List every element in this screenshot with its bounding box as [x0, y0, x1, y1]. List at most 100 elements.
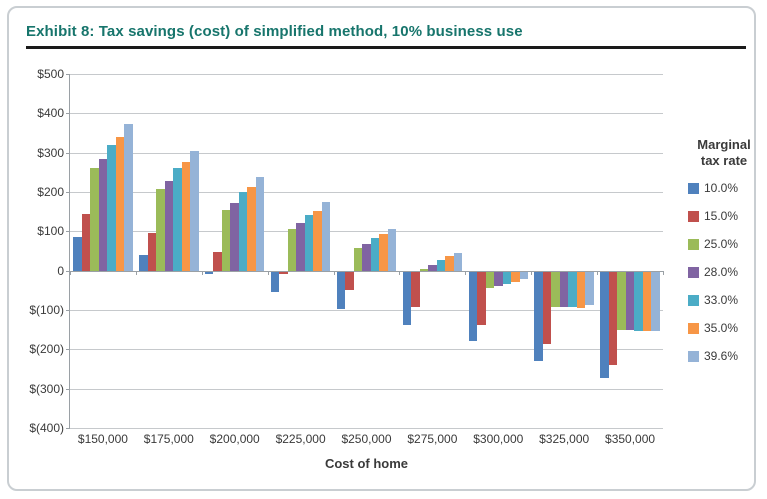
legend: Marginal tax rate 10.0% 15.0% 25.0% 28.0% 33… [688, 137, 760, 378]
bar-35.0%-$225,000 [313, 210, 322, 271]
gridline [70, 192, 663, 193]
y-axis-tick [66, 152, 70, 154]
y-tick-label: $300 [37, 145, 64, 160]
bar-39.6%-$200,000 [255, 177, 265, 271]
legend-label: 28.0% [704, 265, 739, 279]
x-axis-tick [597, 270, 599, 275]
bar-10.0%-$275,000 [402, 271, 412, 325]
bar-15.0%-$325,000 [542, 271, 552, 345]
bar-39.6%-$150,000 [124, 124, 133, 271]
y-tick-label: $500 [37, 67, 64, 81]
bar-28.0%-$350,000 [625, 271, 635, 330]
x-tick-label: $350,000 [605, 432, 656, 446]
y-tick-label: $(400) [29, 421, 64, 435]
y-axis-tick [66, 231, 70, 233]
bar-35.0%-$250,000 [379, 234, 388, 271]
bar-39.6%-$250,000 [387, 228, 397, 271]
x-tick-label: $300,000 [473, 432, 524, 446]
bar-39.6%-$175,000 [190, 150, 199, 271]
bar-28.0%-$300,000 [494, 271, 503, 287]
bar-39.6%-$325,000 [585, 271, 594, 306]
bar-28.0%-$275,000 [428, 264, 437, 271]
bar-35.0%-$275,000 [445, 255, 454, 271]
x-axis-tick [399, 270, 401, 275]
bar-28.0%-$150,000 [98, 159, 108, 271]
legend-item: 25.0% [688, 237, 760, 251]
gridline [70, 74, 663, 75]
y-tick-label: $200 [37, 185, 64, 199]
y-axis-line [69, 74, 70, 428]
exhibit-title: Exhibit 8: Tax savings (cost) of simplif… [26, 23, 523, 40]
bar-39.6%-$225,000 [321, 201, 331, 271]
legend-item: 35.0% [688, 321, 760, 335]
legend-label: 35.0% [704, 321, 739, 335]
bar-25.0%-$275,000 [419, 268, 429, 271]
x-tick-label: $225,000 [275, 432, 326, 446]
gridline [70, 310, 663, 311]
bar-35.0%-$150,000 [115, 136, 125, 271]
bar-10.0%-$350,000 [600, 271, 609, 378]
y-axis-tick [66, 192, 70, 193]
x-tick-label: $325,000 [539, 432, 590, 446]
gridline [70, 231, 663, 233]
gridline [70, 349, 663, 351]
bar-15.0%-$200,000 [213, 252, 222, 271]
bar-35.0%-$200,000 [247, 186, 256, 271]
x-tick-label: $200,000 [209, 432, 260, 446]
bar-25.0%-$150,000 [90, 168, 99, 271]
x-tick-label: $275,000 [407, 432, 458, 446]
legend-label: 39.6% [704, 349, 739, 363]
bar-10.0%-$150,000 [73, 237, 82, 271]
legend-label: 33.0% [704, 293, 739, 307]
y-axis-tick [66, 74, 70, 75]
bar-10.0%-$300,000 [468, 271, 478, 342]
legend-label: 25.0% [704, 237, 739, 251]
bar-15.0%-$225,000 [279, 271, 288, 274]
bar-15.0%-$350,000 [608, 271, 618, 366]
y-axis-tick [66, 388, 70, 390]
bar-28.0%-$175,000 [164, 180, 174, 271]
bar-33.0%-$325,000 [568, 271, 577, 308]
bar-15.0%-$175,000 [147, 232, 157, 271]
bar-35.0%-$175,000 [181, 161, 191, 271]
y-axis-tick [66, 349, 70, 351]
legend-item: 10.0% [688, 181, 760, 195]
bar-33.0%-$350,000 [634, 271, 643, 331]
legend-item: 15.0% [688, 209, 760, 223]
x-axis-tick [531, 270, 533, 275]
bar-33.0%-$150,000 [107, 144, 116, 271]
bar-25.0%-$225,000 [287, 229, 297, 271]
gridline [70, 152, 663, 154]
bar-25.0%-$175,000 [156, 188, 165, 271]
y-axis-tick [66, 113, 70, 115]
bar-10.0%-$225,000 [270, 271, 280, 293]
legend-swatch-icon [688, 210, 699, 222]
legend-swatch-icon [688, 294, 699, 306]
bar-15.0%-$150,000 [81, 214, 91, 271]
bar-35.0%-$325,000 [576, 271, 586, 309]
bar-33.0%-$300,000 [502, 271, 512, 284]
bar-10.0%-$200,000 [204, 271, 214, 275]
y-tick-label: $(300) [29, 381, 64, 396]
x-axis-title: Cost of home [324, 456, 409, 471]
bar-25.0%-$200,000 [221, 210, 231, 271]
bar-25.0%-$300,000 [485, 271, 495, 289]
y-tick-label: $(100) [29, 303, 64, 317]
x-axis-tick [267, 270, 269, 275]
x-axis-tick [465, 270, 467, 275]
bar-25.0%-$350,000 [617, 271, 626, 330]
bar-10.0%-$250,000 [336, 271, 346, 310]
x-axis-tick [70, 270, 71, 275]
bar-28.0%-$250,000 [362, 243, 371, 271]
x-axis-tick [201, 270, 203, 275]
bar-33.0%-$250,000 [370, 237, 380, 271]
x-axis-tick [333, 270, 335, 275]
legend-item: 39.6% [688, 349, 760, 363]
bar-33.0%-$225,000 [304, 214, 314, 271]
x-tick-label: $175,000 [143, 432, 194, 446]
legend-swatch-icon [688, 322, 699, 334]
bar-28.0%-$325,000 [559, 271, 569, 308]
legend-item: 33.0% [688, 293, 760, 307]
legend-swatch-icon [688, 350, 699, 362]
